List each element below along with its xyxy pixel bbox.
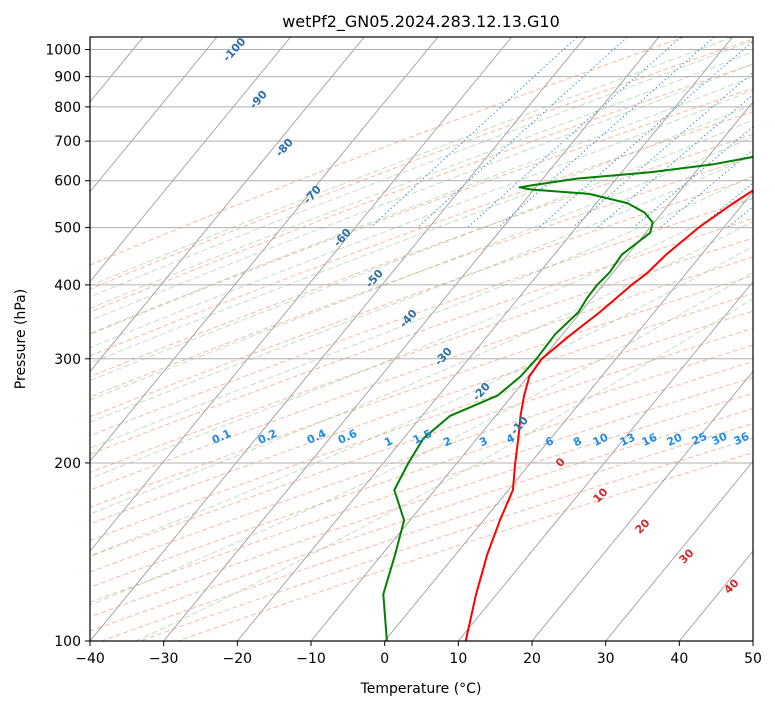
mixing-ratio-line — [538, 40, 753, 228]
dry-adiabat — [90, 310, 753, 541]
x-tick-label: −20 — [223, 651, 253, 667]
isotherm — [90, 37, 439, 463]
y-axis-label: Pressure (hPa) — [13, 289, 29, 389]
moist-adiabat — [90, 271, 753, 606]
y-tick-label: 200 — [54, 456, 81, 472]
dry-adiabat — [90, 360, 753, 588]
mixing-ratio-line — [572, 71, 753, 228]
y-tick-label: 400 — [54, 278, 81, 294]
moist-adiabat — [90, 197, 753, 479]
isotherm — [90, 37, 586, 641]
x-tick-label: 30 — [597, 651, 615, 667]
y-tick-label: 500 — [54, 221, 81, 237]
x-tick-label: 10 — [449, 651, 467, 667]
x-axis-ticks: −40 −30 −20 −10 0 10 20 30 40 50 — [75, 641, 762, 667]
dry-adiabat — [90, 177, 753, 418]
y-tick-label: 700 — [54, 134, 81, 150]
mixing-ratio-label: 30 — [710, 430, 730, 448]
isotherm — [605, 460, 753, 641]
moist-adiabat — [90, 103, 753, 364]
series-lines — [382, 155, 753, 641]
isotherm — [90, 37, 512, 552]
isotherm — [531, 370, 753, 641]
mixing-ratio-label: 16 — [640, 431, 660, 449]
x-tick-label: 50 — [744, 651, 762, 667]
dry-adiabat — [90, 292, 753, 525]
isotherm — [236, 37, 733, 641]
dewpoint-profile — [382, 155, 753, 641]
moist-adiabat — [90, 51, 753, 309]
x-tick-label: −40 — [75, 651, 105, 667]
y-tick-label: 600 — [54, 174, 81, 190]
moist-adiabat — [90, 39, 753, 298]
isotherm — [457, 280, 753, 641]
y-tick-label: 1000 — [45, 43, 81, 59]
dry-adiabat — [90, 274, 753, 508]
dry-adiabat — [90, 327, 753, 557]
x-tick-label: 0 — [380, 651, 389, 667]
y-tick-label: 900 — [54, 70, 81, 86]
dry-adiabat — [90, 37, 685, 266]
x-tick-label: −30 — [149, 651, 179, 667]
dry-adiabat — [90, 155, 753, 398]
chart-title: wetPf2_GN05.2024.283.12.13.G10 — [282, 12, 560, 32]
mixing-ratio-line — [417, 37, 628, 228]
isotherm — [384, 191, 753, 641]
mixing-ratio-label: 25 — [690, 430, 709, 448]
isotherm — [163, 37, 660, 641]
mixing-ratio-label: 10 — [591, 431, 611, 449]
dry-adiabat — [90, 392, 753, 618]
dry-adiabat — [90, 376, 753, 603]
isotherm — [90, 37, 365, 373]
dry-adiabat — [90, 133, 753, 378]
mixing-ratio-label: 20 — [665, 431, 685, 449]
y-axis-ticks: 100 200 300 400 500 600 700 800 900 1000 — [45, 43, 90, 650]
temperature-profile — [464, 189, 753, 641]
x-tick-label: 20 — [523, 651, 541, 667]
x-tick-label: 40 — [670, 651, 688, 667]
mixing-ratio-line — [698, 182, 753, 228]
mixing-ratio-label: 13 — [618, 431, 637, 449]
x-axis-label: Temperature (°C) — [360, 681, 482, 697]
mixing-ratio-line — [596, 93, 753, 228]
moist-adiabat — [135, 298, 753, 641]
plot-frame — [89, 36, 754, 642]
moist-adiabat — [90, 245, 753, 557]
isotherm — [90, 37, 218, 193]
isotherm — [310, 101, 753, 641]
y-tick-label: 800 — [54, 100, 81, 116]
y-tick-label: 100 — [54, 634, 81, 650]
moist-adiabat — [90, 220, 753, 515]
grid-lines — [90, 37, 753, 641]
moist-adiabat — [90, 76, 753, 335]
x-tick-label: −10 — [296, 651, 326, 667]
moist-adiabat — [90, 89, 753, 349]
moist-adiabat — [90, 175, 753, 449]
y-tick-label: 300 — [54, 352, 81, 368]
moist-adiabat — [90, 119, 753, 381]
mixing-ratio-label: 36 — [732, 430, 752, 448]
moist-adiabat — [90, 136, 753, 401]
isotherm — [90, 37, 291, 283]
